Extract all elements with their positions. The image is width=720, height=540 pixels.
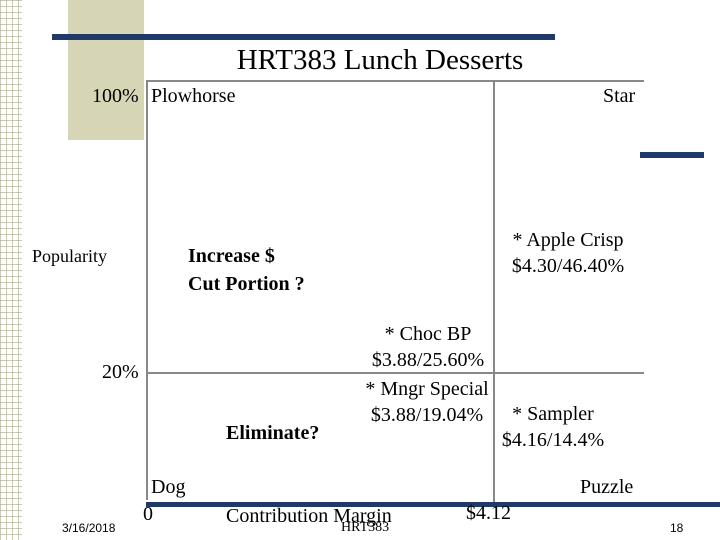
slide-title: HRT383 Lunch Desserts [236,44,524,76]
item-name: * Apple Crisp [512,229,624,251]
quadrant-plowhorse: Plowhorse [151,85,236,107]
page-number: 18 [670,521,684,535]
accent-bar-bottom [146,502,720,507]
checker-pattern [0,0,22,540]
cm-threshold-line [493,80,495,502]
footer-date: 3/16/2018 [62,521,116,535]
plowhorse-note-line2: Cut Portion ? [188,273,305,295]
accent-block [68,0,144,140]
popularity-threshold-line [146,372,644,374]
item-sampler: * Sampler $4.16/14.4% [497,404,609,450]
accent-bar-top [52,34,555,40]
item-choc-bp: * Choc BP $3.88/25.60% [362,324,494,370]
quadrant-dog: Dog [151,476,186,498]
y-axis-label: Popularity [32,246,107,266]
footer-center: HRT383 [341,520,390,535]
item-apple-crisp: * Apple Crisp $4.30/46.40% [500,230,636,276]
item-name: * Sampler [512,403,594,425]
x-origin-label: 0 [143,503,153,525]
y-axis-top-label: 100% [92,85,139,107]
item-mngr-special: * Mngr Special $3.88/19.04% [360,379,494,425]
item-values: $3.88/25.60% [371,349,485,371]
quadrant-puzzle: Puzzle [580,476,634,498]
quadrant-star: Star [603,85,636,107]
item-values: $3.88/19.04% [370,404,484,426]
x-threshold-label: $4.12 [466,502,511,524]
plowhorse-note-line1: Increase $ [188,245,275,267]
item-values: $4.16/14.4% [501,429,605,451]
matrix-frame [146,80,644,500]
x-axis-label: Contribution Margin [226,505,392,527]
item-values: $4.30/46.40% [511,255,625,277]
dog-note: Eliminate? [226,422,320,444]
item-name: * Mngr Special [365,378,489,400]
accent-bar-right [640,152,704,158]
item-name: * Choc BP [384,323,472,345]
y-threshold-label: 20% [102,361,139,383]
